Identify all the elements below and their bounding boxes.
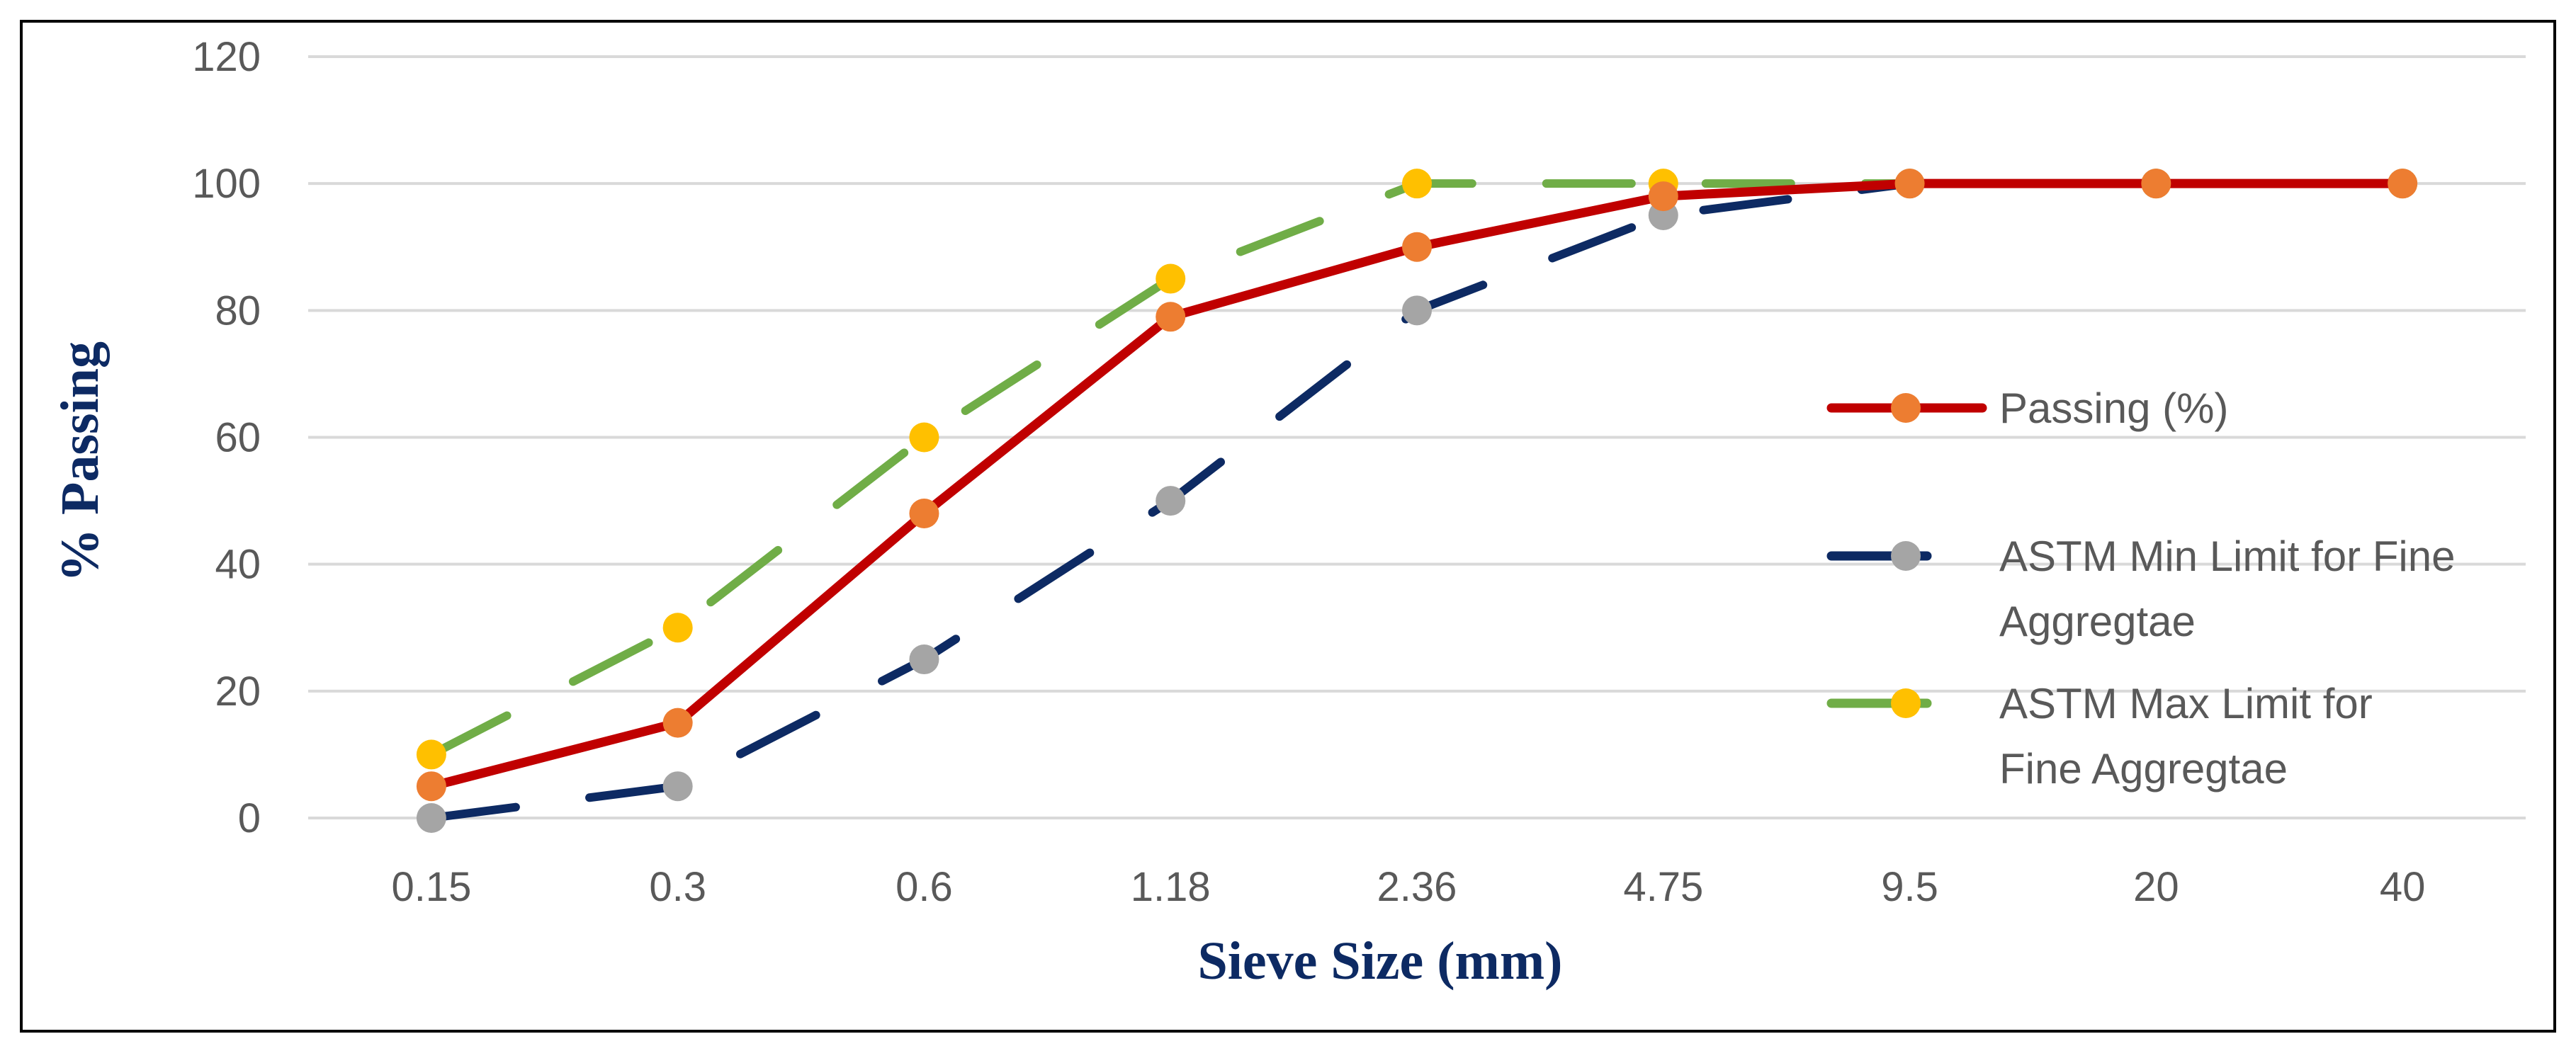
legend: Passing (%) ASTM Min Limit for Fine Aggreg…: [1826, 385, 2455, 792]
data-point-passing: [662, 708, 693, 738]
legend-item-passing: Passing (%): [1826, 385, 2228, 432]
y-tick-label: 60: [215, 415, 261, 461]
data-point-astm-max: [1402, 169, 1432, 199]
legend-label: ASTM Max Limit for: [1999, 680, 2373, 727]
x-tick-labels: 0.15 0.3 0.6 1.18 2.36 4.75 9.5 20 40: [391, 864, 2425, 910]
x-tick-label: 40: [2380, 864, 2426, 910]
y-tick-label: 100: [192, 161, 261, 207]
data-point-passing: [1648, 181, 1678, 212]
data-point-passing: [1156, 302, 1186, 332]
legend-item-astm-max: ASTM Max Limit for Fine Aggregtae: [1826, 680, 2373, 792]
data-point-passing: [2141, 169, 2171, 199]
y-tick-label: 80: [215, 288, 261, 334]
y-axis-title: % Passing: [50, 341, 110, 582]
series-line-astm-max: [426, 179, 2407, 759]
legend-label: Aggregtae: [1999, 598, 2196, 645]
x-tick-label: 0.15: [391, 864, 471, 910]
data-point-astm-max: [416, 739, 446, 770]
x-tick-label: 0.3: [649, 864, 706, 910]
data-point-passing: [2388, 169, 2418, 199]
legend-item-astm-min: ASTM Min Limit for Fine Aggregtae: [1826, 533, 2455, 645]
data-point-astm-max: [909, 422, 939, 453]
data-point-passing: [1402, 232, 1432, 262]
data-point-astm-min: [909, 644, 939, 675]
legend-swatch-marker: [1891, 541, 1921, 571]
y-tick-labels: 0 20 40 60 80 100 120: [192, 34, 261, 841]
legend-label: Fine Aggregtae: [1999, 745, 2288, 792]
legend-label: Passing (%): [1999, 385, 2228, 432]
series-astm-min: [416, 169, 2418, 833]
data-point-astm-min: [416, 803, 446, 833]
data-point-astm-min: [662, 771, 693, 802]
data-point-astm-max: [662, 613, 693, 643]
chart-frame: [20, 20, 2556, 1033]
x-tick-label: 9.5: [1881, 864, 1938, 910]
data-point-passing: [416, 771, 446, 802]
legend-label: ASTM Min Limit for Fine: [1999, 533, 2455, 580]
y-tick-label: 0: [238, 795, 261, 841]
data-point-passing: [1894, 169, 1925, 199]
x-tick-label: 4.75: [1623, 864, 1703, 910]
y-tick-label: 40: [215, 542, 261, 588]
x-axis-title: Sieve Size (mm): [1198, 931, 1563, 991]
y-tick-label: 120: [192, 34, 261, 80]
data-point-astm-min: [1156, 486, 1186, 516]
data-point-astm-max: [1156, 263, 1186, 294]
x-tick-label: 0.6: [896, 864, 953, 910]
series-passing: [416, 169, 2418, 802]
series-layer: [416, 169, 2418, 833]
legend-swatch-marker: [1891, 393, 1921, 423]
data-point-passing: [909, 499, 939, 528]
data-point-astm-min: [1402, 295, 1432, 326]
x-tick-label: 1.18: [1131, 864, 1211, 910]
x-tick-label: 20: [2133, 864, 2179, 910]
x-tick-label: 2.36: [1377, 864, 1457, 910]
legend-swatch-marker: [1891, 688, 1921, 718]
y-tick-label: 20: [215, 669, 261, 715]
